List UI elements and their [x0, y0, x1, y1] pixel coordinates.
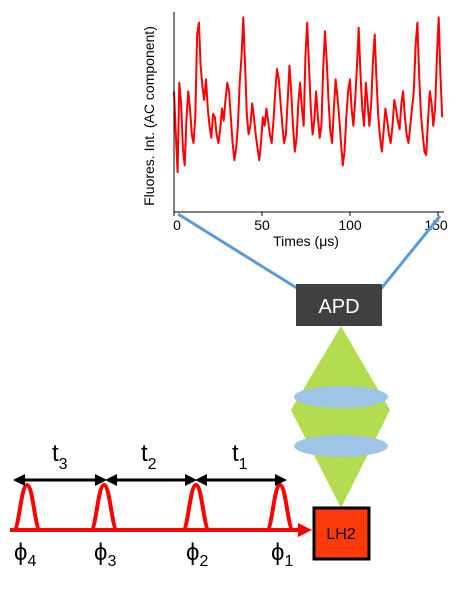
arrowhead-right — [275, 474, 287, 486]
y-axis-label: Fluores. Int. (AC component) — [141, 26, 157, 206]
arrowhead-left — [13, 474, 25, 486]
arrowhead-left — [105, 474, 117, 486]
interval-label-t2: t2 — [141, 440, 157, 473]
interval-arrows — [13, 474, 287, 486]
phase-label-phi2: ϕ2 — [186, 539, 208, 570]
lower-lens — [294, 435, 388, 457]
interval-arrow-t3 — [13, 474, 107, 486]
apd-detector: APD — [296, 284, 382, 326]
chart-detector-connectors — [177, 212, 442, 292]
lh2-sample-label: LH2 — [326, 526, 355, 543]
fluorescence-light-cone — [291, 326, 390, 508]
phase-labels: ϕ4 ϕ3 ϕ2 ϕ1 — [14, 539, 293, 570]
excitation-pulse-train — [10, 482, 312, 537]
interval-arrow-t1 — [195, 474, 287, 486]
fluorescence-trace-chart: 0 50 100 150 Times (μs) Fluores. Int. (A… — [141, 12, 448, 249]
laser-pulse-4 — [12, 482, 42, 532]
interval-labels: t3 t2 t1 — [52, 440, 248, 473]
laser-pulse-2 — [181, 482, 211, 532]
arrowhead-right — [95, 474, 107, 486]
phase-label-phi3: ϕ3 — [94, 539, 116, 570]
optical-path — [291, 326, 390, 508]
phase-label-phi4: ϕ4 — [14, 539, 36, 570]
fluorescence-trace-line — [173, 16, 444, 174]
connector-line-right — [378, 215, 442, 291]
laser-pulse-3 — [89, 482, 119, 532]
phase-label-phi1: ϕ1 — [271, 539, 293, 570]
x-tick-label: 0 — [173, 217, 181, 233]
x-tick-marks — [173, 212, 439, 216]
arrowhead-right — [185, 474, 197, 486]
lh2-sample: LH2 — [312, 506, 371, 561]
x-tick-label: 50 — [254, 217, 270, 233]
interval-arrow-t2 — [105, 474, 197, 486]
interval-label-t3: t3 — [52, 440, 68, 473]
pulse-direction-arrowhead — [298, 523, 312, 537]
upper-lens — [294, 386, 388, 408]
lh2-sample-box — [312, 506, 371, 561]
apd-detector-label: APD — [318, 296, 359, 318]
trace-series — [173, 16, 444, 174]
x-axis-label: Times (μs) — [273, 233, 339, 249]
apd-detector-box — [296, 284, 382, 326]
arrowhead-left — [195, 474, 207, 486]
connector-line-left — [177, 212, 301, 292]
laser-pulse-1 — [265, 482, 295, 532]
interval-label-t1: t1 — [232, 440, 248, 473]
x-tick-label: 100 — [338, 217, 362, 233]
x-tick-labels: 0 50 100 150 — [173, 217, 448, 233]
